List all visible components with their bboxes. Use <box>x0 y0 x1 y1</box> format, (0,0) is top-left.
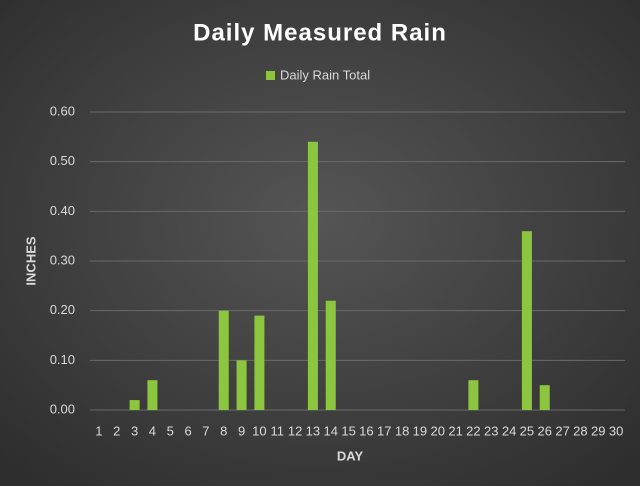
x-tick-label: 7 <box>202 423 209 438</box>
x-tick-label: 21 <box>448 423 462 438</box>
bar <box>218 310 229 410</box>
bar <box>521 231 532 410</box>
x-tick-label: 25 <box>520 423 534 438</box>
bar <box>129 400 140 410</box>
y-tick-label: 0.40 <box>50 203 75 218</box>
y-tick-label: 0.00 <box>50 401 75 416</box>
y-axis-label: INCHES <box>23 236 38 285</box>
x-tick-label: 11 <box>271 423 285 438</box>
x-tick-label: 20 <box>431 423 445 438</box>
x-tick-label: 10 <box>252 423 266 438</box>
bar <box>254 315 265 410</box>
x-tick-label: 14 <box>324 423 338 438</box>
x-tick-label: 23 <box>484 423 498 438</box>
legend-label: Daily Rain Total <box>280 67 370 82</box>
bar <box>307 141 318 411</box>
y-tick-label: 0.50 <box>50 153 75 168</box>
x-tick-label: 24 <box>502 423 516 438</box>
x-tick-label: 26 <box>538 423 552 438</box>
bar <box>325 300 336 410</box>
x-tick-label: 29 <box>591 423 605 438</box>
x-tick-label: 19 <box>413 423 427 438</box>
bar <box>236 360 247 410</box>
y-tick-label: 0.20 <box>50 302 75 317</box>
bar <box>468 380 479 410</box>
x-tick-label: 17 <box>377 423 391 438</box>
y-tick-label: 0.30 <box>50 252 75 267</box>
x-tick-label: 5 <box>167 423 174 438</box>
x-tick-label: 15 <box>341 423 355 438</box>
bar <box>539 385 550 410</box>
x-tick-label: 4 <box>149 423 156 438</box>
x-tick-label: 2 <box>113 423 120 438</box>
x-tick-label: 3 <box>131 423 138 438</box>
y-tick-label: 0.10 <box>50 352 75 367</box>
x-tick-label: 1 <box>95 423 102 438</box>
x-tick-label: 12 <box>288 423 302 438</box>
x-tick-label: 6 <box>184 423 191 438</box>
x-tick-label: 27 <box>555 423 569 438</box>
x-tick-label: 18 <box>395 423 409 438</box>
y-tick-label: 0.60 <box>50 103 75 118</box>
x-tick-label: 13 <box>306 423 320 438</box>
bar <box>147 380 158 410</box>
x-tick-label: 9 <box>238 423 245 438</box>
x-tick-label: 8 <box>220 423 227 438</box>
x-tick-label: 28 <box>573 423 587 438</box>
chart-title: Daily Measured Rain <box>193 19 447 46</box>
x-axis-label: DAY <box>337 448 364 463</box>
x-tick-label: 30 <box>609 423 623 438</box>
x-tick-label: 22 <box>466 423 480 438</box>
x-tick-label: 16 <box>359 423 373 438</box>
legend-swatch <box>266 71 275 80</box>
